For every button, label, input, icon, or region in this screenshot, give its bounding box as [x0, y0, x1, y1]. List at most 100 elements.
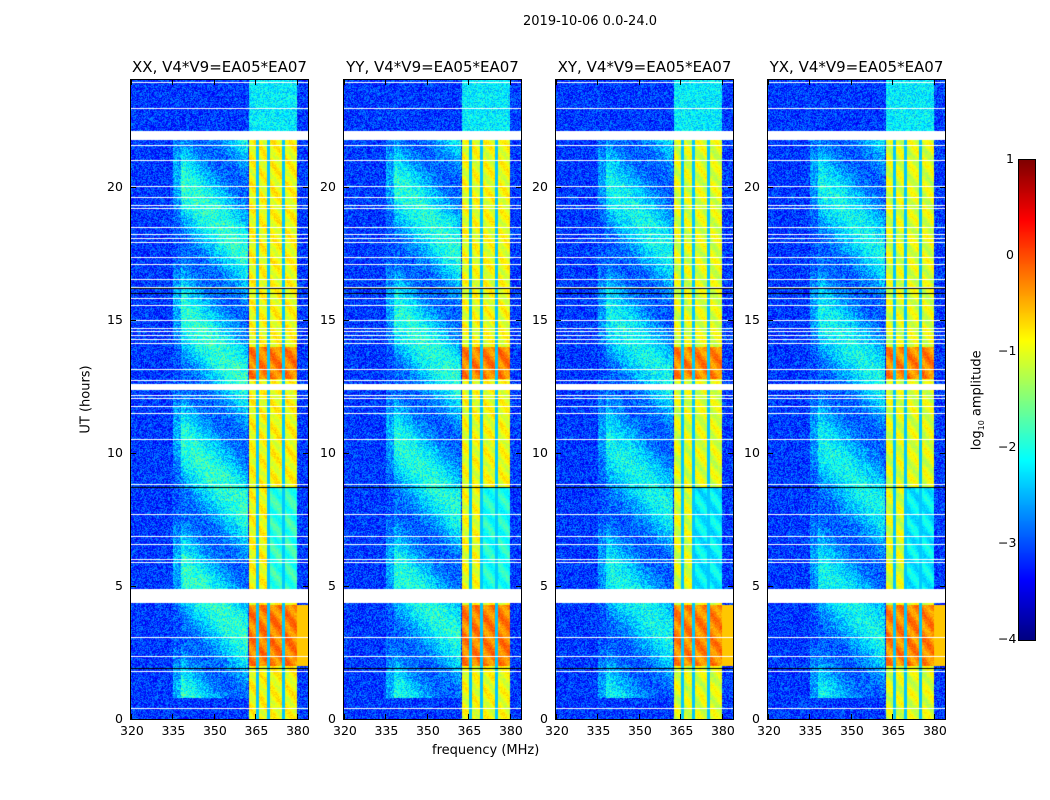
- y-tick-label: 10: [320, 444, 336, 460]
- colorbar-tick-label: −1: [998, 343, 1017, 358]
- x-tick-mark: [213, 714, 215, 719]
- y-tick-label: 5: [328, 577, 336, 593]
- y-tick-label: 15: [320, 311, 336, 327]
- x-tick-mark: [468, 714, 470, 719]
- y-tick-mark: [303, 585, 308, 587]
- x-tick-mark: [385, 714, 387, 719]
- x-tick-mark: [638, 80, 640, 85]
- heatmap-panel-3: [767, 79, 946, 720]
- x-tick-label: 335: [798, 723, 823, 738]
- x-tick-label: 335: [161, 723, 186, 738]
- y-tick-mark: [768, 186, 773, 188]
- x-tick-label: 320: [757, 723, 781, 738]
- y-tick-mark: [728, 719, 733, 720]
- x-tick-mark: [172, 714, 174, 719]
- colorbar-tick-label: −2: [998, 439, 1017, 454]
- y-tick-mark: [344, 719, 349, 720]
- y-tick-label: 5: [752, 577, 760, 593]
- panel-title: YX, V4*V9=EA05*EA07: [769, 58, 944, 76]
- y-tick-mark: [516, 452, 521, 454]
- colorbar-gradient: [1019, 160, 1035, 640]
- y-tick-label: 0: [752, 711, 760, 726]
- y-tick-label: 20: [107, 178, 123, 194]
- y-tick-label: 0: [328, 711, 336, 726]
- y-tick-label: 10: [532, 444, 548, 460]
- x-tick-mark: [809, 714, 811, 719]
- x-tick-mark: [296, 80, 298, 85]
- x-tick-label: 350: [415, 723, 440, 738]
- x-tick-mark: [426, 714, 428, 719]
- x-tick-label: 365: [669, 723, 694, 738]
- y-tick-label: 0: [115, 711, 123, 726]
- y-tick-mark: [344, 186, 349, 188]
- y-tick-mark: [728, 319, 733, 321]
- y-tick-mark: [728, 452, 733, 454]
- y-tick-label: 5: [115, 577, 123, 593]
- y-tick-mark: [556, 186, 561, 188]
- y-tick-mark: [940, 585, 945, 587]
- x-tick-label: 350: [839, 723, 864, 738]
- colorbar: [1018, 159, 1036, 641]
- heatmap-image: [344, 80, 521, 719]
- y-tick-label: 20: [744, 178, 760, 194]
- y-tick-mark: [940, 186, 945, 188]
- x-tick-mark: [468, 80, 470, 85]
- colorbar-tick-label: 1: [1006, 151, 1014, 166]
- x-tick-mark: [172, 80, 174, 85]
- x-tick-mark: [850, 80, 852, 85]
- y-tick-mark: [768, 452, 773, 454]
- x-tick-mark: [385, 80, 387, 85]
- y-tick-mark: [516, 585, 521, 587]
- y-tick-mark: [556, 319, 561, 321]
- y-tick-label: 20: [320, 178, 336, 194]
- x-tick-label: 365: [244, 723, 269, 738]
- y-tick-label: 20: [532, 178, 548, 194]
- x-tick-mark: [933, 80, 935, 85]
- y-tick-mark: [940, 319, 945, 321]
- x-tick-label: 320: [333, 723, 357, 738]
- x-tick-mark: [131, 80, 132, 85]
- y-tick-mark: [556, 585, 561, 587]
- x-tick-label: 350: [202, 723, 227, 738]
- y-tick-mark: [516, 319, 521, 321]
- panel-title: YY, V4*V9=EA05*EA07: [346, 58, 519, 76]
- colorbar-label-log: log: [969, 430, 985, 451]
- y-tick-mark: [303, 319, 308, 321]
- y-tick-mark: [940, 719, 945, 720]
- x-tick-mark: [892, 714, 894, 719]
- x-tick-mark: [933, 714, 935, 719]
- x-tick-label: 380: [498, 723, 523, 738]
- y-tick-mark: [768, 719, 773, 720]
- x-tick-mark: [809, 80, 811, 85]
- heatmap-image: [131, 80, 308, 719]
- y-tick-mark: [940, 452, 945, 454]
- x-tick-mark: [344, 80, 345, 85]
- x-tick-mark: [426, 80, 428, 85]
- x-tick-mark: [721, 80, 723, 85]
- x-tick-label: 320: [120, 723, 144, 738]
- y-tick-mark: [768, 319, 773, 321]
- figure-title: 2019-10-06 0.0-24.0: [523, 14, 657, 29]
- x-tick-label: 350: [627, 723, 652, 738]
- y-tick-label: 0: [540, 711, 548, 726]
- y-tick-mark: [303, 452, 308, 454]
- heatmap-image: [768, 80, 945, 719]
- x-tick-mark: [850, 714, 852, 719]
- y-tick-mark: [516, 719, 521, 720]
- x-tick-mark: [255, 80, 257, 85]
- heatmap-image: [556, 80, 733, 719]
- y-tick-mark: [131, 719, 136, 720]
- y-tick-mark: [131, 452, 136, 454]
- x-tick-label: 335: [374, 723, 399, 738]
- y-tick-label: 15: [532, 311, 548, 327]
- x-tick-label: 380: [285, 723, 310, 738]
- heatmap-panel-0: [130, 79, 309, 720]
- y-tick-mark: [556, 452, 561, 454]
- x-axis-label: frequency (MHz): [432, 743, 540, 758]
- x-tick-mark: [768, 714, 769, 719]
- y-tick-mark: [131, 186, 136, 188]
- x-tick-label: 380: [710, 723, 735, 738]
- y-tick-label: 15: [107, 311, 123, 327]
- x-tick-mark: [556, 80, 557, 85]
